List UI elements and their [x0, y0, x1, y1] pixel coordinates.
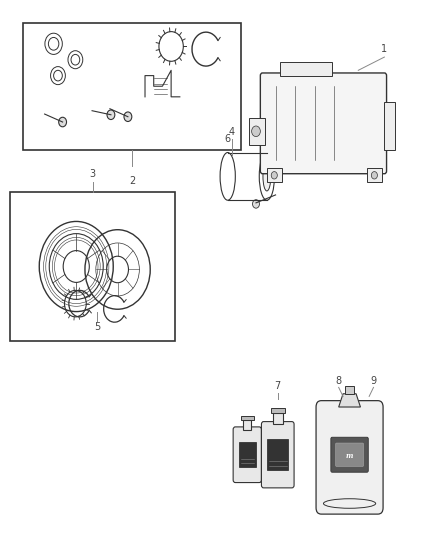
- Circle shape: [271, 172, 277, 179]
- Text: 6: 6: [225, 134, 231, 144]
- Bar: [267, 440, 288, 470]
- Bar: [243, 421, 251, 430]
- Circle shape: [371, 172, 378, 179]
- Bar: [367, 168, 382, 182]
- Ellipse shape: [263, 162, 271, 191]
- FancyBboxPatch shape: [316, 401, 383, 514]
- FancyBboxPatch shape: [261, 422, 294, 488]
- Bar: [10, 192, 176, 341]
- Bar: [241, 416, 254, 421]
- Text: 1: 1: [381, 44, 388, 54]
- Polygon shape: [339, 394, 360, 407]
- Text: 7: 7: [275, 381, 281, 391]
- Bar: [385, 102, 395, 150]
- Text: 5: 5: [94, 322, 100, 332]
- Bar: [345, 386, 354, 394]
- Circle shape: [252, 126, 260, 136]
- Text: 3: 3: [90, 169, 96, 179]
- FancyBboxPatch shape: [331, 437, 368, 472]
- Circle shape: [253, 200, 259, 208]
- Circle shape: [124, 112, 132, 122]
- Bar: [23, 22, 241, 150]
- Bar: [273, 413, 283, 424]
- Text: 9: 9: [371, 376, 377, 386]
- FancyBboxPatch shape: [336, 443, 364, 466]
- FancyBboxPatch shape: [260, 73, 387, 174]
- Bar: [250, 118, 265, 144]
- Bar: [267, 168, 282, 182]
- Text: 8: 8: [336, 376, 342, 386]
- Circle shape: [107, 110, 115, 119]
- Text: m: m: [346, 453, 353, 461]
- Bar: [280, 62, 332, 76]
- Bar: [239, 442, 256, 467]
- FancyBboxPatch shape: [233, 427, 261, 482]
- Bar: [271, 408, 285, 413]
- Circle shape: [59, 117, 67, 127]
- Text: 2: 2: [129, 176, 135, 187]
- Text: 4: 4: [229, 127, 235, 136]
